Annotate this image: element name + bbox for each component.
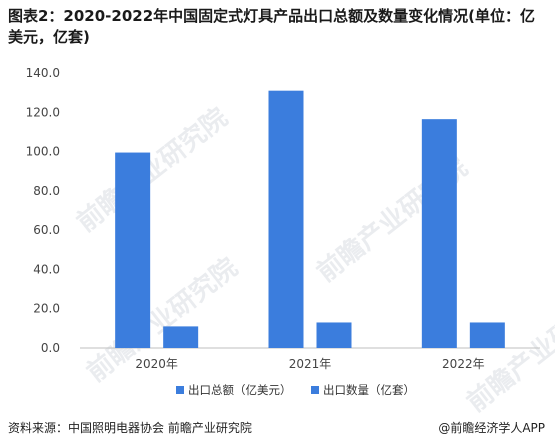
y-tick-label: 100.0 (26, 145, 60, 159)
x-tick-label: 2020年 (135, 357, 178, 371)
y-tick-label: 40.0 (33, 262, 60, 276)
chart-title: 图表2：2020-2022年中国固定式灯具产品出口总额及数量变化情况(单位：亿美… (8, 7, 536, 46)
legend-label: 出口总额（亿美元） (188, 383, 292, 397)
bar (316, 322, 352, 348)
y-tick-label: 20.0 (33, 302, 60, 316)
y-tick-label: 60.0 (33, 223, 60, 237)
y-tick-label: 0.0 (41, 341, 60, 355)
brand-logo-text: @前瞻经济学人APP (438, 421, 545, 435)
y-tick-label: 140.0 (26, 66, 60, 80)
y-tick-label: 120.0 (26, 105, 60, 119)
legend-swatch (311, 386, 319, 394)
bar (421, 119, 457, 349)
source-note: 资料来源：中国照明电器协会 前瞻产业研究院 (8, 421, 252, 435)
bar (115, 152, 151, 348)
bar (163, 326, 199, 348)
x-tick-label: 2021年 (289, 357, 332, 371)
x-tick-label: 2022年 (442, 357, 485, 371)
legend-swatch (176, 386, 184, 394)
y-tick-label: 80.0 (33, 184, 60, 198)
bar (469, 322, 505, 348)
legend-label: 出口数量（亿套） (323, 383, 415, 397)
bar (268, 90, 304, 348)
